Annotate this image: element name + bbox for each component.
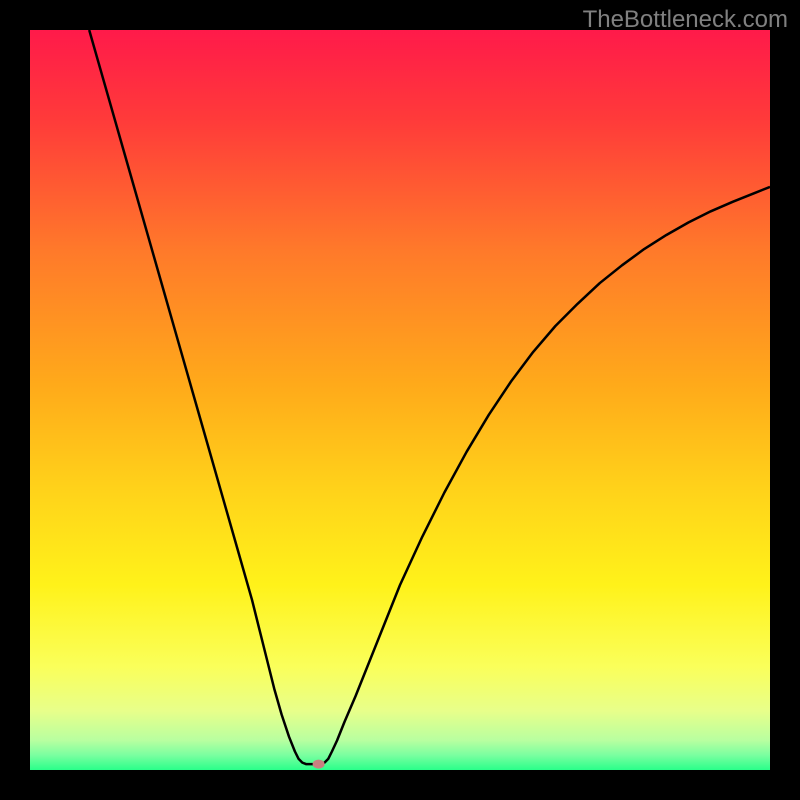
optimal-marker	[313, 760, 325, 769]
plot-area	[30, 30, 770, 770]
optimal-marker-layer	[30, 30, 770, 770]
